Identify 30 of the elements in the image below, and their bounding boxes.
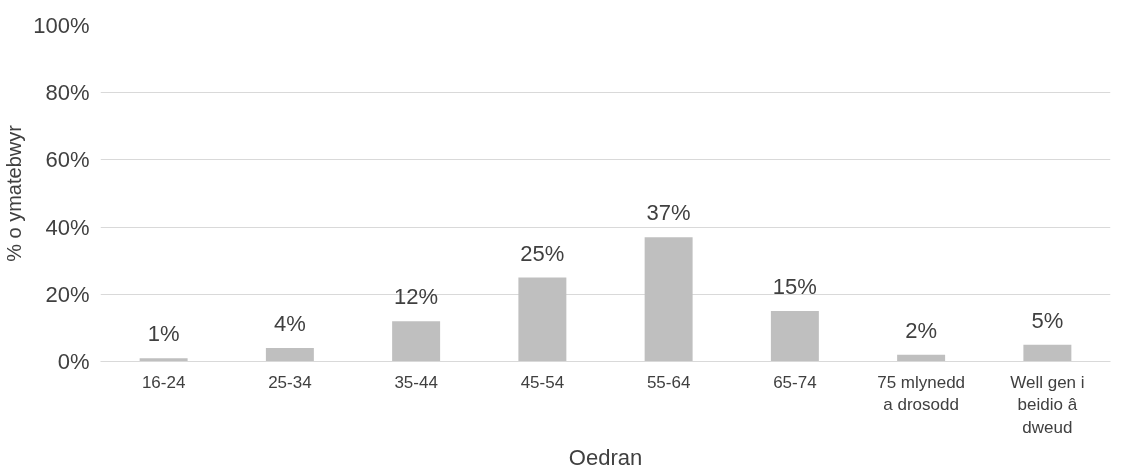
data-label: 5% (1031, 307, 1064, 333)
bar (392, 321, 441, 362)
bar (644, 237, 693, 362)
x-tick-label: 16-24 (141, 372, 186, 392)
data-label: 25% (520, 240, 565, 266)
bar (770, 311, 819, 362)
data-label: 15% (772, 274, 817, 300)
x-tick-label: 35-44 (394, 372, 438, 392)
x-axis-title: Oedran (568, 445, 643, 471)
bar (1023, 344, 1072, 362)
y-tick-label: 40% (45, 214, 90, 240)
x-tick-label: 75 mlynedd a drosodd (877, 372, 966, 415)
x-tick-label: 55-64 (646, 372, 691, 392)
y-tick-label: 20% (45, 281, 90, 307)
data-label: 2% (905, 317, 938, 343)
data-label: 37% (646, 200, 691, 226)
bar (265, 348, 314, 362)
x-tick-label: 45-54 (520, 372, 565, 392)
x-tick-label: 25-34 (268, 372, 312, 392)
y-tick-label: 0% (57, 349, 90, 374)
x-tick-label: 65-74 (773, 372, 817, 392)
bar (518, 277, 567, 362)
y-tick-label: 60% (45, 147, 90, 173)
y-axis-title: % o ymatebwyr (3, 124, 26, 262)
y-tick-label: 80% (45, 80, 90, 106)
data-label: 12% (394, 284, 439, 310)
x-tick-label: Well gen i beidio â dweud (1010, 372, 1085, 438)
y-tick-label: 100% (33, 13, 90, 38)
data-label: 1% (147, 321, 180, 347)
data-label: 4% (273, 311, 306, 337)
